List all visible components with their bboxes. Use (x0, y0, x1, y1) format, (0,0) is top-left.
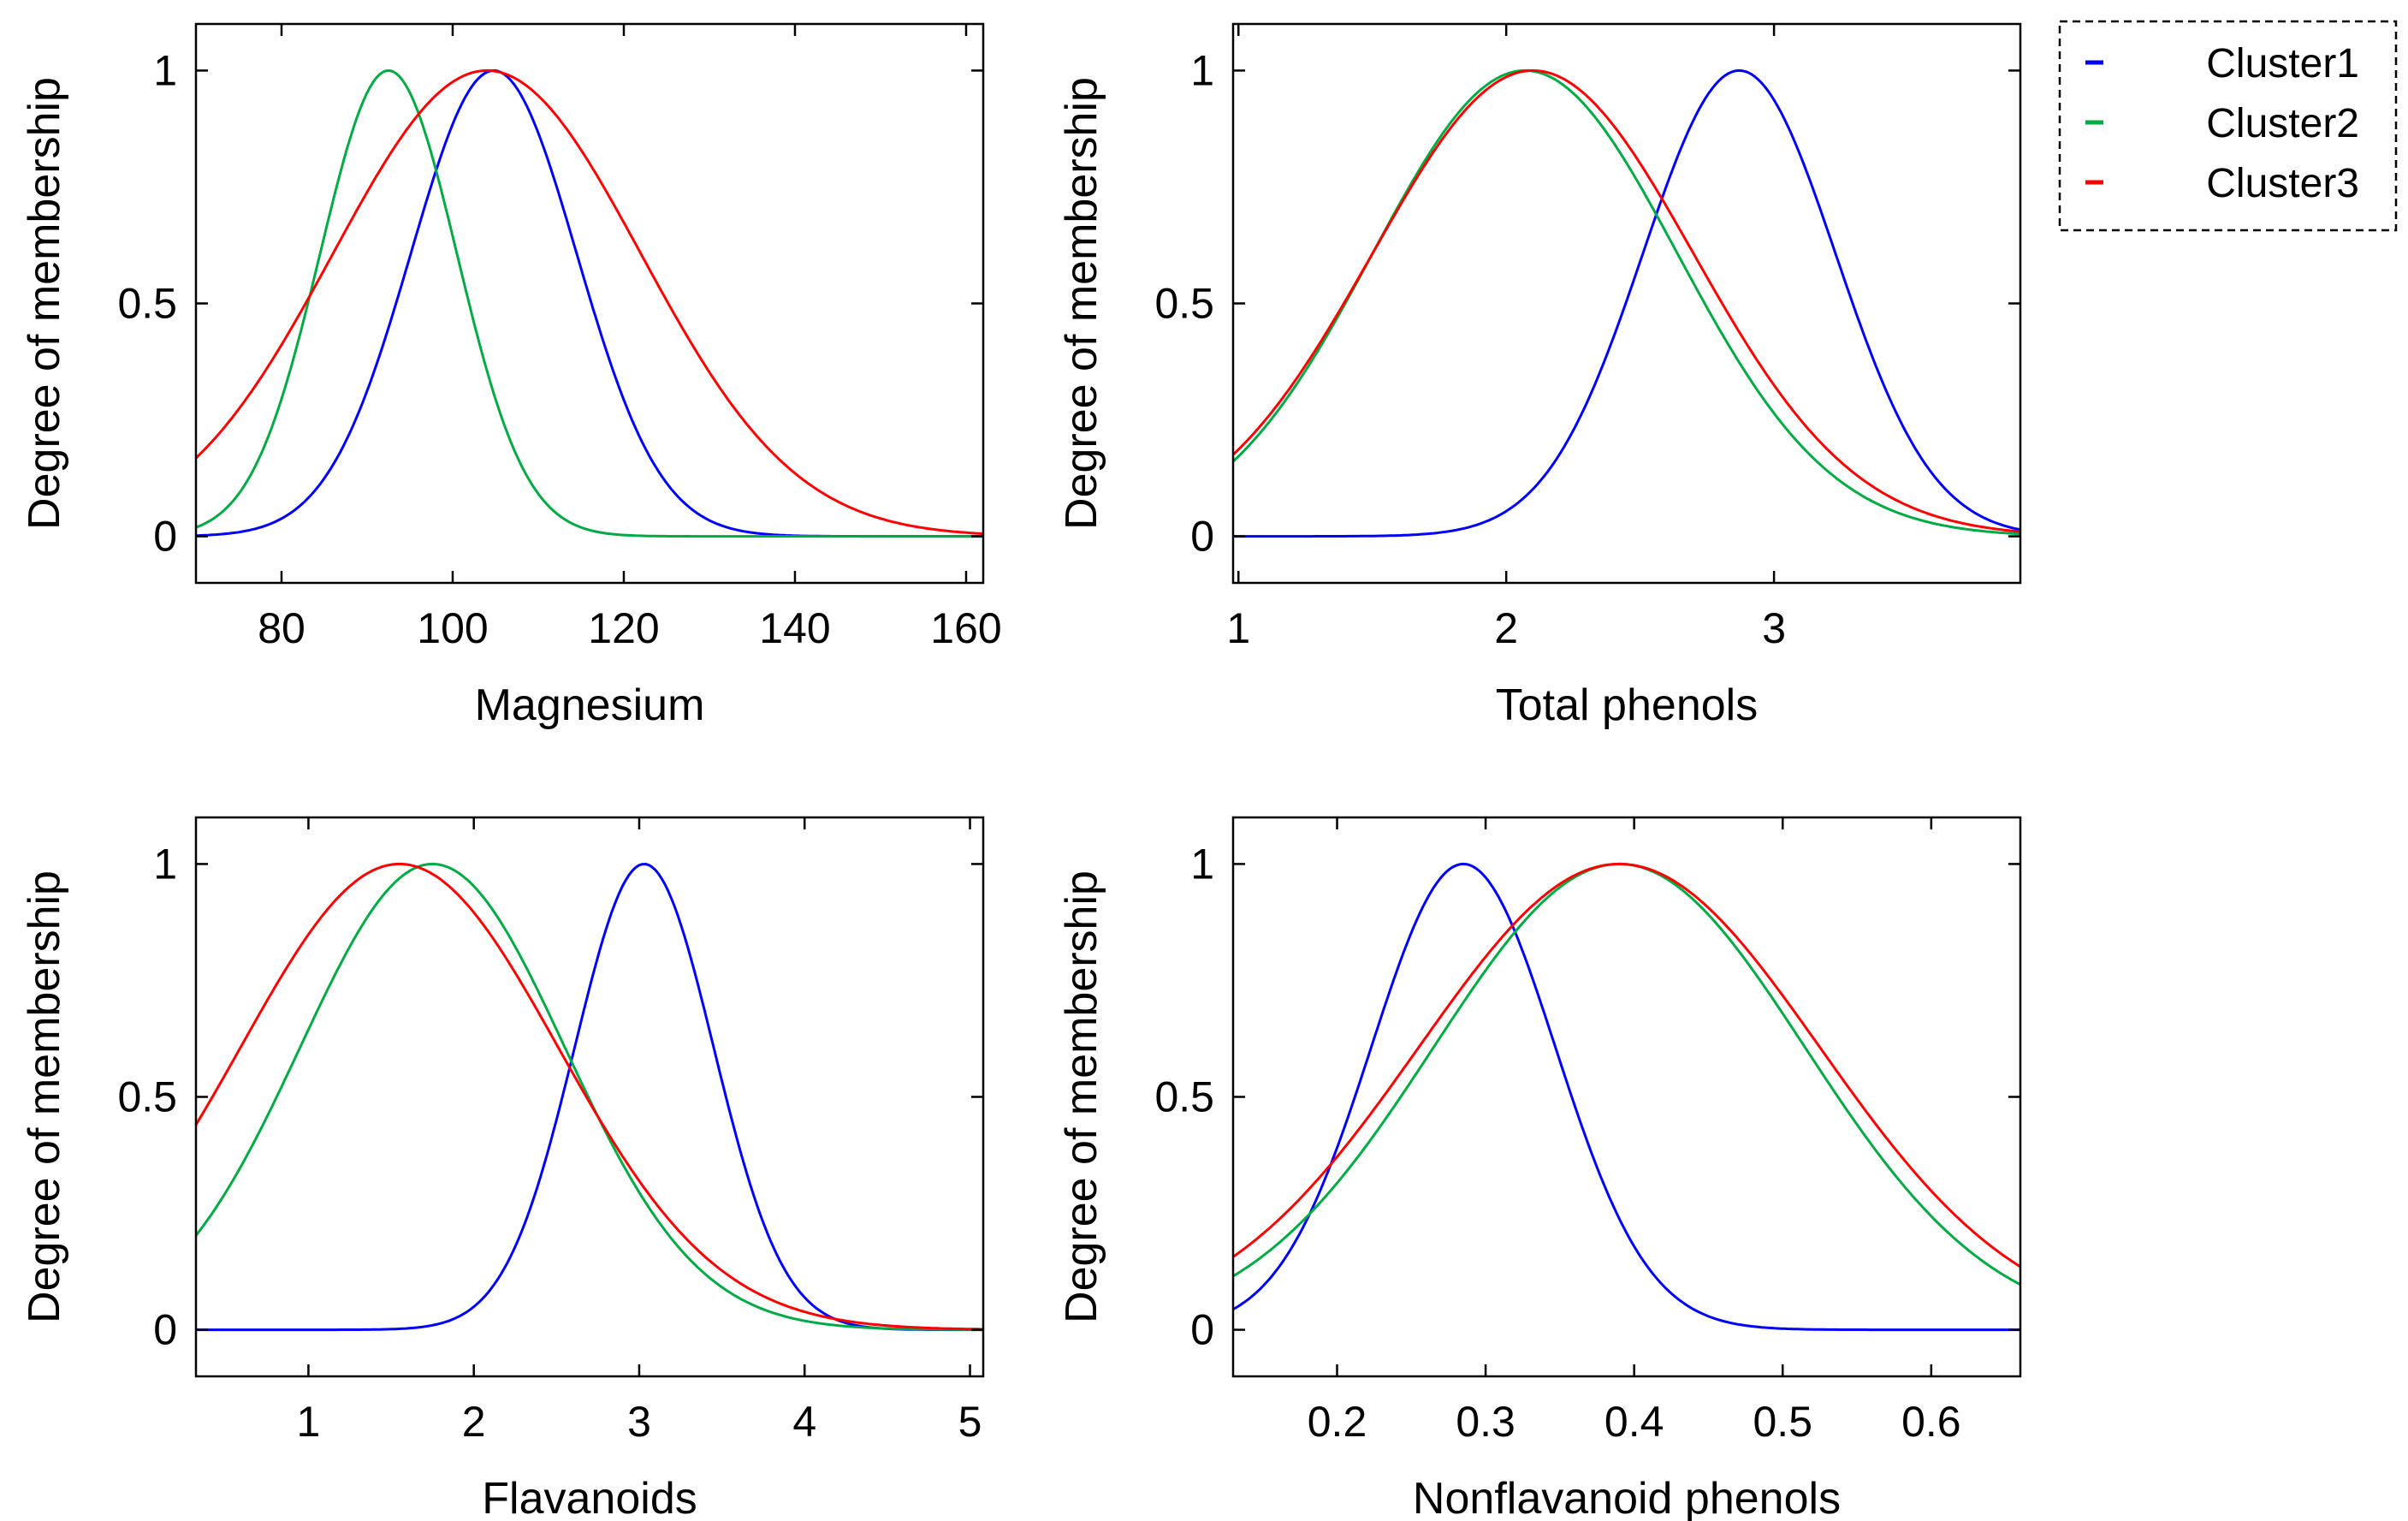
axes-frame-nonflavanoid-phenols (1231, 816, 2022, 1378)
x-tick-label: 3 (1762, 604, 1786, 652)
x-tick-label: 0.3 (1456, 1398, 1515, 1446)
curve-flavanoids-cluster2 (194, 862, 983, 1331)
x-tick-label: 1 (1226, 604, 1250, 652)
y-tick-label: 1 (1190, 46, 1214, 94)
x-axis-label-nonflavanoid-phenols: Nonflavanoid phenols (1413, 1474, 1841, 1521)
x-axis-label-magnesium: Magnesium (475, 680, 705, 730)
subplot-total-phenols: 1 2 3 0 0.5 1 Total phenols Degree of membershi… (1057, 22, 2022, 730)
curve-nonflavanoid-phenols-cluster3 (1232, 862, 2021, 1268)
y-axis-label-total-phenols: Degree of membership (1057, 77, 1106, 530)
legend-item-cluster1: Cluster1 (2085, 41, 2359, 86)
curve-nonflavanoid-phenols-cluster1 (1232, 862, 2020, 1332)
legend-item-cluster2: Cluster2 (2085, 101, 2359, 146)
legend-label-cluster3: Cluster3 (2206, 161, 2359, 206)
y-tick-label: 0 (153, 1306, 177, 1354)
legend: Cluster1 Cluster2 Cluster3 (2058, 20, 2398, 232)
x-tick-label: 5 (958, 1398, 982, 1446)
y-tick-label: 0 (1190, 513, 1214, 561)
curve-magnesium-cluster1 (195, 68, 983, 538)
y-tick-label: 0.5 (117, 280, 177, 328)
x-tick-label: 80 (258, 604, 305, 652)
y-axis-label-nonflavanoid-phenols: Degree of membership (1057, 870, 1106, 1323)
x-tick-label: 0.5 (1753, 1398, 1813, 1446)
x-tick-label: 4 (792, 1398, 816, 1446)
x-tick-label: 1 (297, 1398, 321, 1446)
y-tick-label: 0 (153, 513, 177, 561)
x-tick-label: 2 (1494, 604, 1518, 652)
y-tick-label: 1 (153, 840, 177, 888)
x-tick-label: 0.4 (1604, 1398, 1664, 1446)
y-tick-label: 0.5 (1154, 1073, 1214, 1121)
legend-box (2058, 20, 2398, 232)
curve-nonflavanoid-phenols-cluster2 (1232, 862, 2021, 1286)
subplot-flavanoids: 1 2 3 4 5 0 0.5 1 Flavanoids Degree of membership (20, 816, 985, 1521)
x-tick-label: 140 (759, 604, 830, 652)
subplot-nonflavanoid-phenols: 0.2 0.3 0.4 0.5 0.6 0 0.5 1 Nonflavanoid phenols… (1057, 816, 2022, 1521)
y-tick-label: 1 (153, 46, 177, 94)
x-axis-label-flavanoids: Flavanoids (482, 1474, 697, 1521)
y-tick-label: 0.5 (117, 1073, 177, 1121)
subplot-magnesium: 80 100 120 140 160 0 0.5 1 Magnesium Degree of me… (20, 22, 1002, 730)
curve-magnesium-cluster3 (194, 68, 984, 536)
curve-total-phenols-cluster1 (1233, 68, 2021, 538)
x-tick-label: 0.6 (1901, 1398, 1961, 1446)
x-tick-label: 0.2 (1308, 1398, 1367, 1446)
x-tick-label: 2 (462, 1398, 486, 1446)
y-tick-label: 0.5 (1154, 280, 1214, 328)
x-tick-label: 100 (417, 604, 488, 652)
y-tick-label: 1 (1190, 840, 1214, 888)
curve-magnesium-cluster2 (195, 69, 983, 538)
legend-item-cluster3: Cluster3 (2085, 161, 2359, 206)
y-tick-label: 0 (1190, 1306, 1214, 1354)
x-tick-label: 160 (930, 604, 1001, 652)
curve-flavanoids-cluster1 (196, 863, 983, 1332)
x-tick-label: 3 (627, 1398, 651, 1446)
legend-label-cluster2: Cluster2 (2206, 101, 2359, 146)
y-axis-label-flavanoids: Degree of membership (20, 870, 69, 1323)
legend-label-cluster1: Cluster1 (2206, 41, 2359, 86)
x-tick-label: 120 (588, 604, 659, 652)
curve-flavanoids-cluster3 (194, 862, 984, 1331)
y-axis-label-magnesium: Degree of membership (20, 77, 69, 530)
axes-frame-magnesium (194, 22, 985, 585)
x-axis-label-total-phenols: Total phenols (1496, 680, 1758, 730)
curve-total-phenols-cluster3 (1231, 68, 2021, 533)
